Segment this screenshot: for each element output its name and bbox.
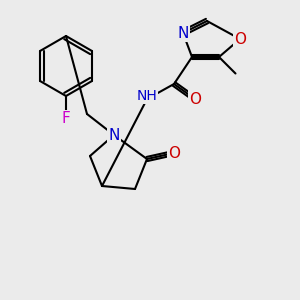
Text: O: O — [234, 32, 246, 46]
Text: N: N — [177, 26, 189, 40]
Text: O: O — [189, 92, 201, 106]
Text: F: F — [61, 111, 70, 126]
Text: O: O — [168, 146, 180, 160]
Text: NH: NH — [136, 89, 158, 103]
Text: N: N — [108, 128, 120, 142]
